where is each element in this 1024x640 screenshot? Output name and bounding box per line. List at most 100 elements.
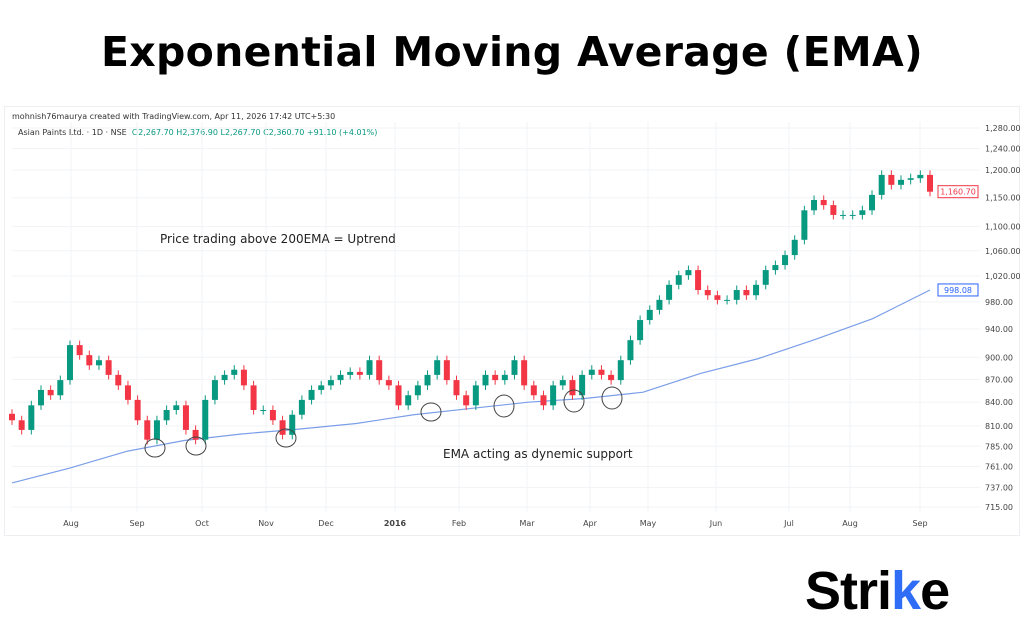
candle-body xyxy=(579,374,586,396)
candle xyxy=(907,173,914,185)
candle-body xyxy=(617,360,624,381)
candle-body xyxy=(898,179,905,185)
candle xyxy=(569,375,576,400)
candle xyxy=(463,390,470,410)
candle xyxy=(37,385,44,410)
candle-body xyxy=(318,385,325,390)
candle-body xyxy=(627,340,634,361)
candle-body xyxy=(231,369,238,375)
last-price-label: 1,160.70 xyxy=(940,188,976,197)
candle-body xyxy=(86,355,93,366)
candle-body xyxy=(279,420,286,435)
candle xyxy=(18,415,25,435)
candle xyxy=(327,375,334,390)
support-circle xyxy=(144,438,166,458)
candle-body xyxy=(840,214,847,216)
candle xyxy=(202,395,209,445)
candle xyxy=(511,355,518,380)
candle xyxy=(927,170,933,197)
candle-body xyxy=(115,374,122,386)
candle-body xyxy=(695,270,702,291)
candle-body xyxy=(559,380,566,386)
candle-body xyxy=(791,239,798,256)
support-circle xyxy=(275,428,297,448)
candle-body xyxy=(37,389,44,406)
candle-body xyxy=(888,174,895,185)
candle-body xyxy=(192,429,199,440)
candle xyxy=(192,425,199,445)
candle xyxy=(627,335,634,365)
candle xyxy=(47,385,54,400)
candle xyxy=(57,375,64,400)
candle-body xyxy=(289,414,296,435)
candle xyxy=(540,390,547,410)
candle-body xyxy=(646,309,653,321)
y-tick-label: 785.00 xyxy=(985,442,1013,451)
close-value: C2,360.70 xyxy=(263,128,305,137)
candle-body xyxy=(414,385,421,396)
candle-body xyxy=(405,395,412,406)
symbol-name: Asian Paints Ltd. · 1D · NSE xyxy=(18,128,127,137)
candle xyxy=(762,265,769,290)
strike-logo: Strike xyxy=(805,561,950,621)
candle xyxy=(424,370,431,390)
candle-body xyxy=(173,405,180,411)
candle xyxy=(443,355,450,385)
high-value: H2,376.90 xyxy=(176,128,218,137)
candle xyxy=(385,375,392,390)
candle xyxy=(395,380,402,410)
candle xyxy=(86,350,93,370)
candle-body xyxy=(675,275,682,285)
candle-body xyxy=(347,371,354,375)
candle xyxy=(211,375,218,405)
candle xyxy=(76,340,83,360)
candle-body xyxy=(153,420,160,440)
candle-body xyxy=(57,380,64,396)
candle xyxy=(898,175,905,190)
candle xyxy=(279,415,286,440)
candle xyxy=(173,400,180,415)
y-tick-label: 761.00 xyxy=(985,463,1013,472)
y-tick-label: 840.00 xyxy=(985,398,1013,407)
candle-body xyxy=(424,374,431,386)
candle-body xyxy=(221,374,228,381)
candle-body xyxy=(511,360,518,375)
candle xyxy=(588,365,595,380)
candle xyxy=(753,280,760,300)
candle-body xyxy=(733,290,740,300)
candle xyxy=(492,370,499,385)
candle-body xyxy=(124,385,131,400)
candle xyxy=(163,405,170,425)
candle-body xyxy=(443,360,450,381)
candle-body xyxy=(211,380,218,400)
x-tick-label: Jun xyxy=(709,519,723,528)
y-tick-label: 940.00 xyxy=(985,325,1013,334)
candle xyxy=(859,205,866,220)
candle-body xyxy=(269,410,276,421)
candle-body xyxy=(859,210,866,215)
candle xyxy=(366,355,373,380)
y-tick-label: 1,150.00 xyxy=(985,194,1021,203)
candle-body xyxy=(250,385,257,411)
candle-body xyxy=(134,399,141,421)
ema-200-line xyxy=(11,289,931,484)
candle xyxy=(666,280,673,305)
candle-body xyxy=(163,410,170,421)
candle xyxy=(269,405,276,425)
candle-body xyxy=(385,380,392,386)
candle xyxy=(318,380,325,395)
candle-body xyxy=(762,270,769,285)
candle-body xyxy=(521,360,528,386)
candle-body xyxy=(47,389,54,396)
candle-body xyxy=(472,385,479,406)
candle xyxy=(356,367,363,380)
candle xyxy=(124,380,131,405)
candle-body xyxy=(704,290,711,296)
candle xyxy=(869,190,876,215)
candle-body xyxy=(18,420,25,430)
ema-price-box xyxy=(937,283,979,297)
candle xyxy=(888,170,895,190)
open-value: O2,267.70 xyxy=(131,128,174,137)
x-tick-label: Oct xyxy=(195,519,209,528)
